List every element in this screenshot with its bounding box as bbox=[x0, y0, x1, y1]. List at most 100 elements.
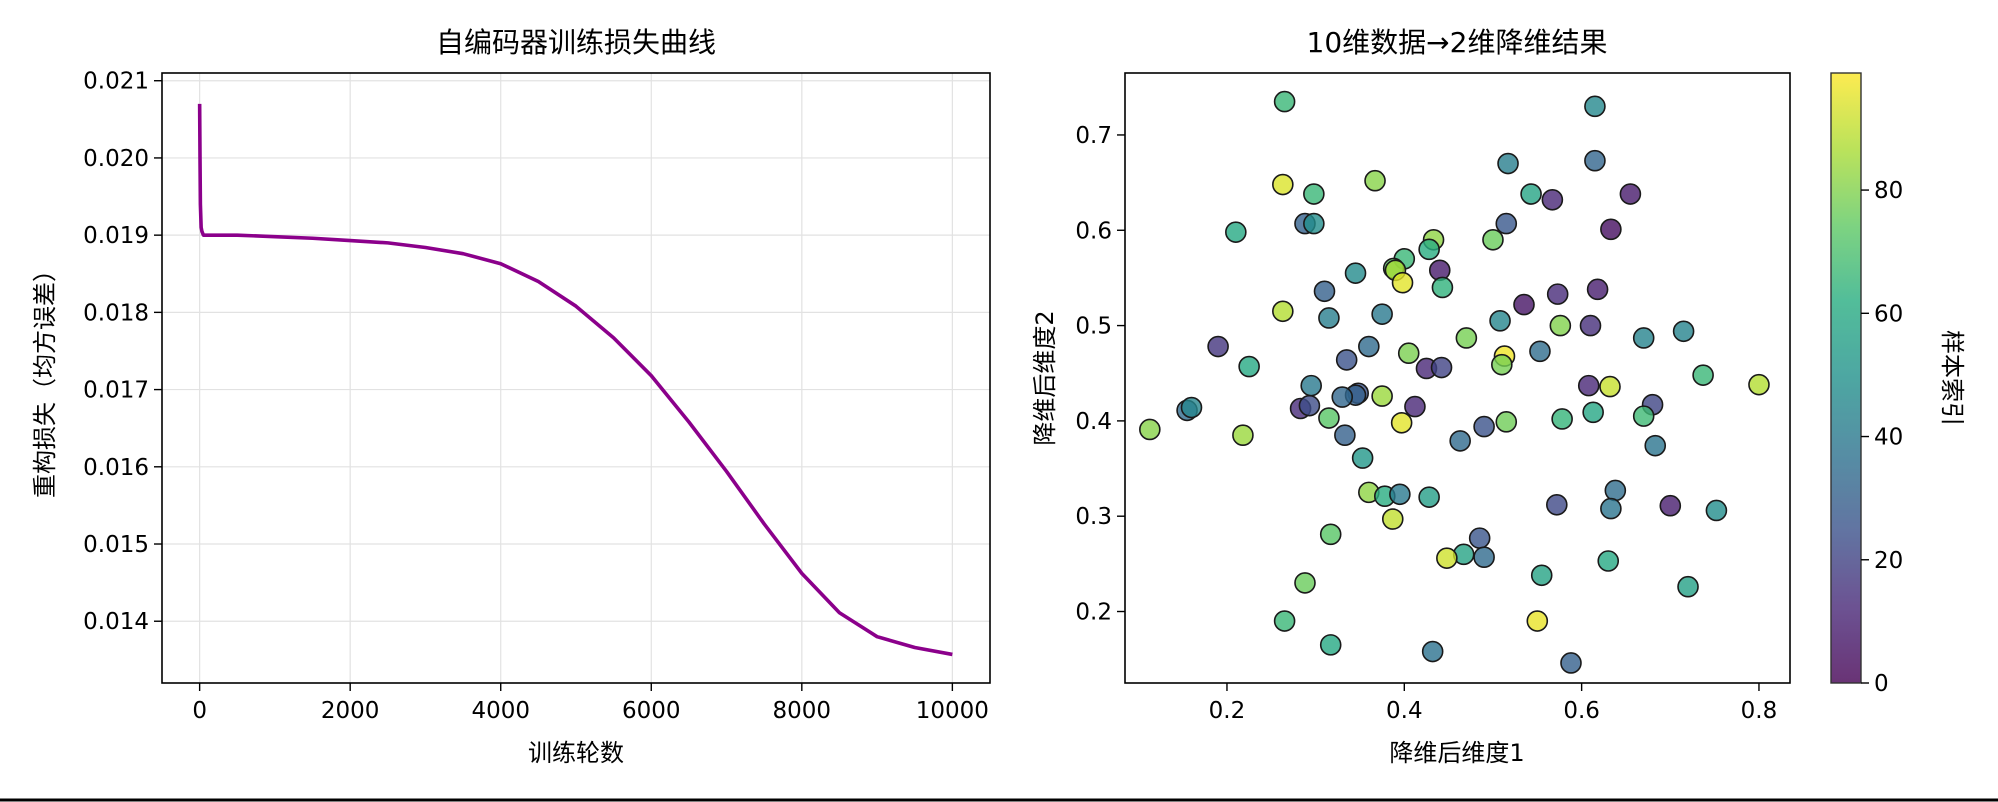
scatter-point bbox=[1319, 523, 1342, 546]
scatter-point bbox=[1582, 401, 1604, 424]
scatter-point bbox=[1692, 364, 1714, 386]
loss-y-tick-label: 0.019 bbox=[83, 223, 149, 249]
scatter-point bbox=[1273, 90, 1296, 113]
scatter-point bbox=[1541, 188, 1564, 211]
scatter-point bbox=[1497, 152, 1519, 175]
scatter-point bbox=[1389, 483, 1411, 506]
scatter-x-tick-label: 0.8 bbox=[1741, 698, 1778, 724]
scatter-point bbox=[1495, 212, 1518, 235]
scatter-point bbox=[1303, 212, 1325, 235]
scatter-point bbox=[1530, 564, 1553, 587]
scatter-point bbox=[1397, 342, 1420, 365]
scatter-point bbox=[1526, 610, 1549, 632]
loss-x-tick-label: 6000 bbox=[622, 698, 681, 724]
scatter-point bbox=[1599, 375, 1621, 398]
loss-line-layer bbox=[197, 103, 953, 657]
loss-y-tick-label: 0.015 bbox=[83, 532, 149, 558]
colorbar-gradient bbox=[1830, 72, 1862, 684]
scatter-point bbox=[1482, 229, 1504, 251]
scatter-point bbox=[1139, 418, 1161, 441]
scatter-point bbox=[1619, 183, 1642, 205]
loss-x-axis: 0 2000 4000 6000 8000 10000 bbox=[192, 683, 989, 724]
scatter-point bbox=[1491, 353, 1513, 376]
scatter-point bbox=[1351, 447, 1374, 469]
scatter-point bbox=[1294, 572, 1316, 594]
scatter-point bbox=[1489, 310, 1511, 332]
scatter-point bbox=[1560, 652, 1582, 674]
scatter-point bbox=[1303, 183, 1325, 205]
scatter-y-axis-label: 降维后维度2 bbox=[1031, 310, 1059, 445]
scatter-point bbox=[1586, 278, 1609, 301]
colorbar-tick-label: 60 bbox=[1874, 301, 1903, 327]
scatter-y-tick-label: 0.2 bbox=[1075, 600, 1112, 626]
scatter-point bbox=[1644, 434, 1667, 457]
scatter-x-axis-label: 降维后维度1 bbox=[1389, 739, 1524, 767]
scatter-points bbox=[1139, 90, 1770, 674]
scatter-point bbox=[1455, 327, 1478, 349]
loss-grid bbox=[162, 73, 990, 683]
scatter-y-tick-label: 0.3 bbox=[1075, 504, 1112, 530]
scatter-x-axis: 0.2 0.4 0.6 0.8 bbox=[1209, 683, 1778, 724]
scatter-point bbox=[1207, 335, 1229, 358]
loss-x-axis-label: 训练轮数 bbox=[528, 739, 624, 767]
scatter-point bbox=[1520, 183, 1542, 205]
loss-y-tick-label: 0.017 bbox=[83, 378, 149, 404]
scatter-point bbox=[1418, 238, 1440, 261]
scatter-point bbox=[1331, 386, 1354, 408]
scatter-point bbox=[1632, 327, 1655, 349]
scatter-point bbox=[1473, 415, 1495, 438]
scatter-x-tick-label: 0.2 bbox=[1209, 698, 1246, 724]
colorbar-tick-label: 20 bbox=[1874, 548, 1903, 574]
scatter-point bbox=[1546, 493, 1568, 516]
scatter-point bbox=[1225, 221, 1247, 243]
scatter-point bbox=[1748, 373, 1770, 396]
scatter-point bbox=[1600, 218, 1622, 241]
loss-y-tick-label: 0.014 bbox=[83, 609, 149, 635]
colorbar-tick-label: 0 bbox=[1874, 671, 1889, 697]
scatter-point bbox=[1421, 640, 1444, 663]
loss-x-tick-label: 0 bbox=[192, 698, 207, 724]
loss-y-tick-label: 0.020 bbox=[83, 146, 149, 172]
scatter-point bbox=[1300, 374, 1322, 397]
scatter-point bbox=[1313, 280, 1336, 303]
scatter-point bbox=[1335, 349, 1358, 371]
scatter-point bbox=[1546, 283, 1569, 305]
scatter-point bbox=[1318, 407, 1340, 429]
scatter-point bbox=[1705, 499, 1728, 522]
scatter-point bbox=[1584, 149, 1606, 172]
scatter-point bbox=[1449, 430, 1471, 452]
scatter-point bbox=[1180, 396, 1203, 419]
scatter-y-tick-label: 0.5 bbox=[1075, 314, 1112, 340]
colorbar: 0 20 40 60 80 样本索引 bbox=[1830, 72, 1966, 697]
loss-x-tick-label: 8000 bbox=[773, 698, 832, 724]
scatter-point bbox=[1584, 95, 1606, 118]
scatter-y-axis: 0.2 0.3 0.4 0.5 0.6 0.7 bbox=[1075, 123, 1125, 626]
scatter-point bbox=[1672, 320, 1695, 343]
loss-chart-title: 自编码器训练损失曲线 bbox=[436, 26, 716, 59]
scatter-point bbox=[1272, 173, 1294, 196]
loss-series-line bbox=[197, 103, 953, 657]
scatter-point bbox=[1632, 405, 1655, 427]
scatter-point bbox=[1529, 340, 1551, 363]
loss-y-axis-label: 重构损失（均方误差） bbox=[31, 258, 59, 498]
scatter-point bbox=[1232, 424, 1254, 446]
loss-plot-frame bbox=[161, 72, 991, 684]
scatter-point bbox=[1549, 314, 1572, 337]
scatter-point bbox=[1431, 276, 1454, 299]
scatter-point bbox=[1473, 546, 1495, 568]
scatter-point bbox=[1600, 497, 1622, 520]
scatter-point bbox=[1597, 550, 1620, 572]
scatter-chart-title: 10维数据→2维降维结果 bbox=[1307, 26, 1608, 59]
scatter-point bbox=[1272, 300, 1294, 323]
colorbar-tick-label: 40 bbox=[1874, 425, 1903, 451]
scatter-point bbox=[1495, 411, 1518, 433]
scatter-point bbox=[1579, 314, 1602, 337]
loss-x-tick-label: 10000 bbox=[916, 698, 989, 724]
scatter-point bbox=[1577, 374, 1600, 397]
scatter-y-tick-label: 0.7 bbox=[1075, 123, 1112, 149]
scatter-point bbox=[1391, 271, 1414, 294]
loss-y-tick-label: 0.018 bbox=[83, 300, 149, 326]
scatter-point bbox=[1319, 634, 1342, 656]
